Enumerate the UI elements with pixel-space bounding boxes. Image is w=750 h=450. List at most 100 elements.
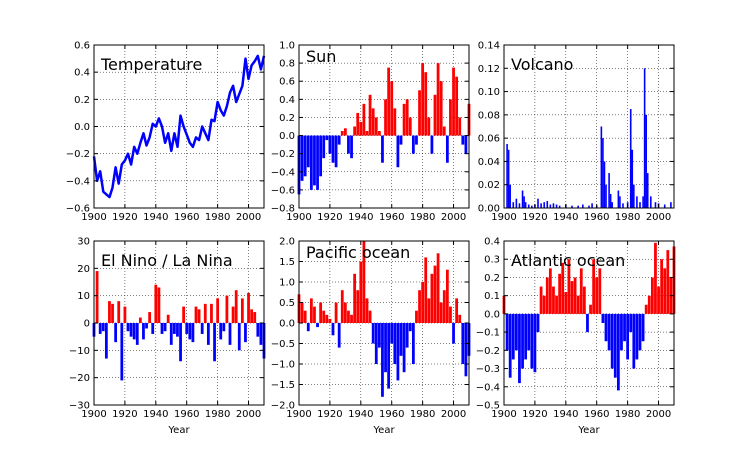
bar	[533, 313, 537, 373]
bar	[616, 313, 620, 391]
bar	[511, 313, 515, 360]
y-tick-label: −0.8	[271, 204, 295, 215]
bar	[244, 323, 247, 343]
bar	[607, 313, 611, 351]
y-tick-label: 0.2	[74, 95, 90, 106]
panel-title: Atlantic ocean	[511, 251, 625, 270]
bar	[328, 135, 332, 154]
y-tick-label: −10	[69, 346, 90, 357]
panel-title: Sun	[306, 47, 336, 66]
bar	[650, 277, 654, 314]
axes-frame	[503, 44, 675, 209]
bar	[430, 273, 434, 323]
bar	[418, 290, 421, 323]
bar	[542, 295, 546, 314]
bar	[445, 269, 449, 323]
bar	[353, 273, 357, 323]
bar	[163, 323, 167, 332]
y-tick-label: 0.1	[484, 291, 500, 302]
panel-5: 1900 1920 1940 1960 1980 2000 −0.5 −0.4 −0.3 −0.2…	[476, 237, 676, 436]
bar	[387, 67, 391, 136]
y-tick-label: 0.0	[279, 319, 295, 330]
bar	[359, 261, 363, 323]
bar	[340, 290, 344, 323]
bar	[188, 323, 192, 340]
panel-title: El Nino / La Nina	[101, 251, 233, 270]
bar	[197, 309, 201, 323]
x-axis-label: Year	[372, 425, 395, 436]
bar	[325, 314, 329, 323]
bar	[415, 135, 418, 145]
x-tick-label: 1940	[348, 409, 373, 420]
bar	[347, 135, 350, 154]
x-tick-label: 1980	[615, 212, 640, 223]
x-tick-label: 1920	[317, 212, 342, 223]
y-tick-label: −0.3	[476, 364, 500, 375]
bar	[362, 103, 366, 136]
bar	[458, 117, 462, 136]
bar	[306, 135, 310, 168]
bar	[601, 313, 605, 323]
bar	[635, 313, 639, 360]
y-tick-label: −30	[69, 401, 90, 412]
bar	[200, 323, 204, 334]
bar	[104, 323, 108, 359]
axes-frame	[503, 240, 675, 406]
y-tick-label: 0.2	[279, 113, 295, 124]
bar	[424, 72, 428, 136]
bar	[561, 262, 565, 314]
y-tick-label: −20	[69, 373, 90, 384]
bar	[368, 310, 372, 323]
bar	[521, 190, 524, 208]
bar	[512, 202, 515, 208]
bar	[300, 135, 304, 181]
bar	[537, 198, 539, 208]
x-tick-label: 1920	[112, 409, 137, 420]
bar	[582, 204, 584, 208]
bar	[114, 323, 118, 343]
bar	[399, 323, 403, 356]
bar	[588, 205, 590, 208]
bar	[527, 313, 531, 351]
x-tick-label: 1940	[348, 212, 373, 223]
bar	[306, 323, 310, 332]
series-line	[92, 54, 266, 199]
bar	[609, 194, 612, 208]
bar	[611, 202, 613, 208]
bar	[381, 135, 384, 163]
bar	[411, 323, 415, 364]
bar	[657, 286, 660, 314]
bar	[182, 306, 186, 323]
bar	[331, 323, 335, 336]
bar	[589, 304, 592, 314]
bar	[549, 204, 552, 208]
bar	[632, 313, 636, 369]
y-tick-label: 0.02	[478, 180, 500, 191]
bar	[411, 135, 415, 154]
bar	[368, 94, 372, 136]
y-tick-label: 20	[77, 264, 90, 275]
bar	[567, 259, 571, 314]
bar	[613, 313, 617, 378]
bar	[377, 323, 381, 348]
y-tick-label: 0.06	[478, 134, 500, 145]
bar	[145, 323, 148, 329]
y-tick-label: 30	[77, 237, 90, 248]
bar	[405, 99, 409, 136]
bar	[328, 318, 332, 323]
bar	[408, 117, 412, 136]
bar	[95, 271, 99, 323]
bar	[415, 310, 418, 323]
bar	[645, 114, 647, 208]
bar	[216, 298, 220, 323]
bar	[430, 135, 434, 154]
bar	[540, 203, 542, 208]
y-tick-label: −0.5	[476, 401, 500, 412]
bar	[148, 312, 152, 323]
bar	[458, 314, 462, 323]
bar	[545, 277, 549, 314]
bar	[582, 286, 586, 314]
bar	[515, 198, 518, 208]
bar	[636, 196, 638, 208]
bar	[442, 126, 446, 136]
